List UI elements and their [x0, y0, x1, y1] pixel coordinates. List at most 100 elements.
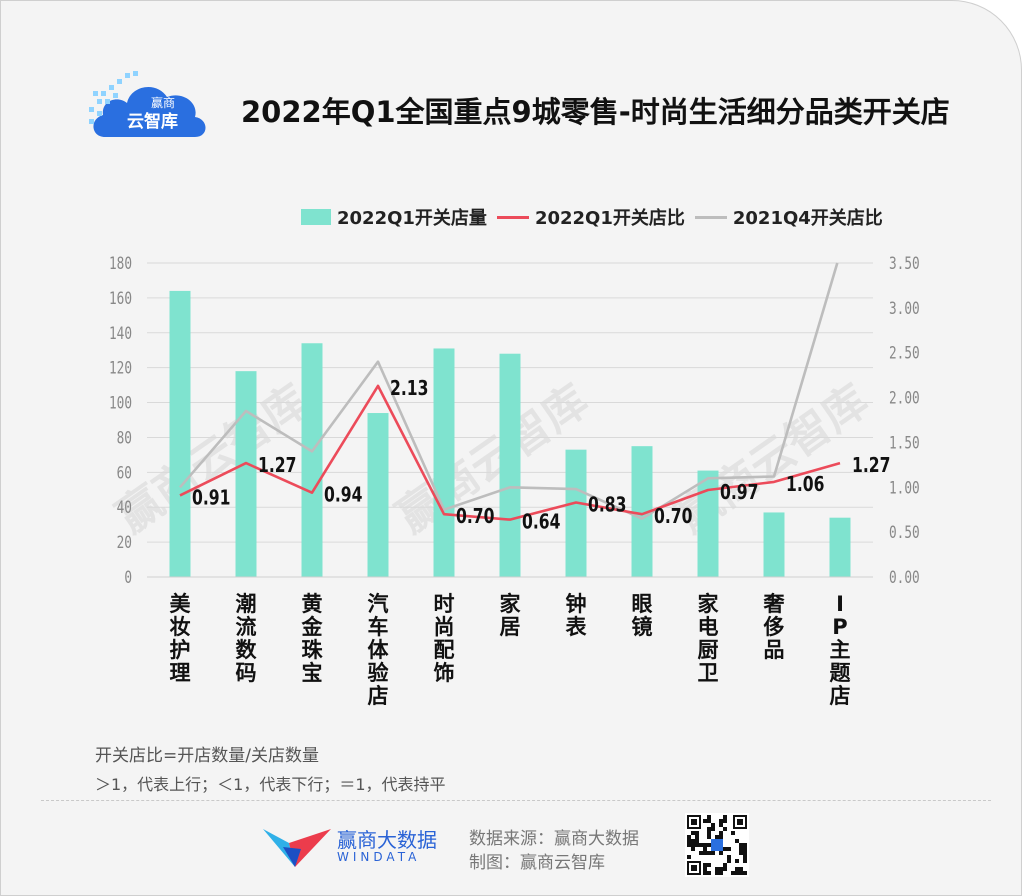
qr-module [695, 839, 699, 843]
chart-title: 2022年Q1全国重点9城零售-时尚生活细分品类开关店 [241, 95, 950, 129]
qr-module [699, 843, 703, 847]
qr-module [719, 835, 723, 839]
data-label-3: 2.13 [390, 377, 428, 400]
y-left-tick-label: 60 [117, 462, 132, 482]
x-category-label-5: 家居 [500, 592, 522, 639]
x-category-label-1: 潮流数码 [236, 592, 258, 685]
legend-red-line-swatch [496, 215, 529, 219]
qr-module [731, 871, 735, 875]
qr-center-logo [711, 839, 723, 851]
legend-label-bar: 2022Q1开关店量 [337, 208, 487, 229]
data-label-4: 0.70 [456, 505, 494, 528]
qr-module [707, 819, 711, 823]
qr-module [735, 871, 739, 875]
qr-module [715, 835, 719, 839]
bar-10 [829, 517, 851, 577]
qr-module [743, 855, 747, 859]
line-2022q1-ratio [179, 384, 841, 521]
legend-bar-swatch [301, 209, 331, 225]
x-category-label-4: 时尚配饰 [434, 592, 455, 685]
qr-module [731, 831, 735, 835]
y-right-tick-label: 3.50 [889, 253, 920, 273]
y-left-tick-label: 160 [109, 288, 132, 308]
bar-5 [499, 353, 521, 577]
footer-divider [41, 800, 991, 801]
qr-module [707, 835, 711, 839]
qr-module [707, 827, 711, 831]
qr-module [711, 827, 715, 831]
qr-module [691, 831, 695, 835]
qr-module [735, 839, 739, 843]
legend-gray-line-swatch [694, 215, 727, 219]
qr-module [707, 851, 711, 855]
data-label-9: 1.06 [786, 473, 824, 496]
footnote-ratio-definition: 开关店比=开店数量/关店数量 [95, 746, 319, 766]
data-label-0: 0.91 [192, 487, 230, 510]
qr-module [735, 867, 739, 871]
y-right-tick-label: 2.50 [889, 343, 920, 363]
data-label-7: 0.70 [654, 505, 692, 528]
legend-label-line-2022: 2022Q1开关店比 [534, 208, 685, 229]
y-right-tick-label: 1.50 [889, 433, 920, 453]
qr-module [719, 819, 723, 823]
bar-9 [763, 512, 785, 577]
qr-module [699, 851, 703, 855]
x-category-label-6: 钟表 [566, 592, 588, 639]
qr-module [739, 867, 743, 871]
y-right-tick-label: 1.00 [889, 477, 920, 497]
legend: 2022Q1开关店量 2022Q1开关店比 2021Q4开关店比 [301, 203, 893, 231]
qr-module [743, 871, 747, 875]
qr-module [743, 859, 747, 863]
x-category-label-8: 家电厨卫 [698, 592, 720, 685]
data-label-6: 0.83 [588, 494, 626, 517]
qr-finder-core-1 [737, 819, 743, 825]
data-label-10: 1.27 [852, 454, 890, 477]
y-left-tick-label: 100 [109, 393, 132, 413]
y-right-tick-label: 2.00 [889, 388, 920, 408]
qr-module [719, 823, 723, 827]
qr-module [691, 839, 695, 843]
x-category-label-3: 汽车体验店 [368, 592, 390, 708]
qr-module [695, 831, 699, 835]
windata-logo-icon [263, 829, 331, 867]
qr-finder-core-0 [691, 819, 697, 825]
brand-name-cn: 赢商大数据 [337, 828, 437, 852]
y-right-tick-label: 0.00 [889, 567, 920, 587]
svg-text:云智库: 云智库 [127, 111, 178, 131]
qr-module [739, 851, 743, 855]
qr-module [687, 843, 691, 847]
brand-name-en: WINDATA [337, 850, 421, 864]
legend-label-line-2021: 2021Q4开关店比 [732, 208, 883, 229]
legend-item-line-2022: 2022Q1开关店比 [496, 204, 685, 230]
qr-module [707, 831, 711, 835]
y-right-tick-label: 0.50 [889, 522, 920, 542]
x-category-label-2: 黄金珠宝 [301, 592, 324, 685]
y-right-tick-label: 3.00 [889, 298, 920, 318]
chart-maker: 制图：赢商云智库 [469, 853, 605, 873]
x-category-label-7: 眼镜 [632, 592, 653, 639]
y-left-tick-label: 180 [109, 253, 132, 273]
bar-4 [433, 348, 455, 577]
data-label-1: 1.27 [258, 454, 296, 477]
bar-2 [301, 343, 323, 577]
chart-plot: 赢商云智库 赢商云智库 赢商云智库 0.911.270.942.130.70 0.64… [109, 253, 920, 708]
qr-module [739, 843, 743, 847]
qr-module [743, 851, 747, 855]
bar-8 [697, 470, 719, 577]
data-label-2: 0.94 [324, 484, 362, 507]
qr-module [723, 819, 727, 823]
y-left-tick-label: 40 [117, 497, 132, 517]
qr-module [691, 847, 695, 851]
qr-code-icon [685, 813, 749, 877]
svg-text:赢商: 赢商 [151, 95, 175, 110]
qr-module [707, 843, 711, 847]
qr-module [695, 843, 699, 847]
data-label-5: 0.64 [522, 511, 560, 534]
footnote-ratio-meaning: ＞1，代表上行；＜1，代表下行；＝1，代表持平 [95, 775, 446, 794]
qr-module [703, 871, 707, 875]
qr-module [703, 851, 707, 855]
qr-module [707, 863, 711, 867]
bar-1 [235, 371, 257, 577]
qr-module [719, 871, 723, 875]
y-left-tick-label: 80 [117, 428, 132, 448]
